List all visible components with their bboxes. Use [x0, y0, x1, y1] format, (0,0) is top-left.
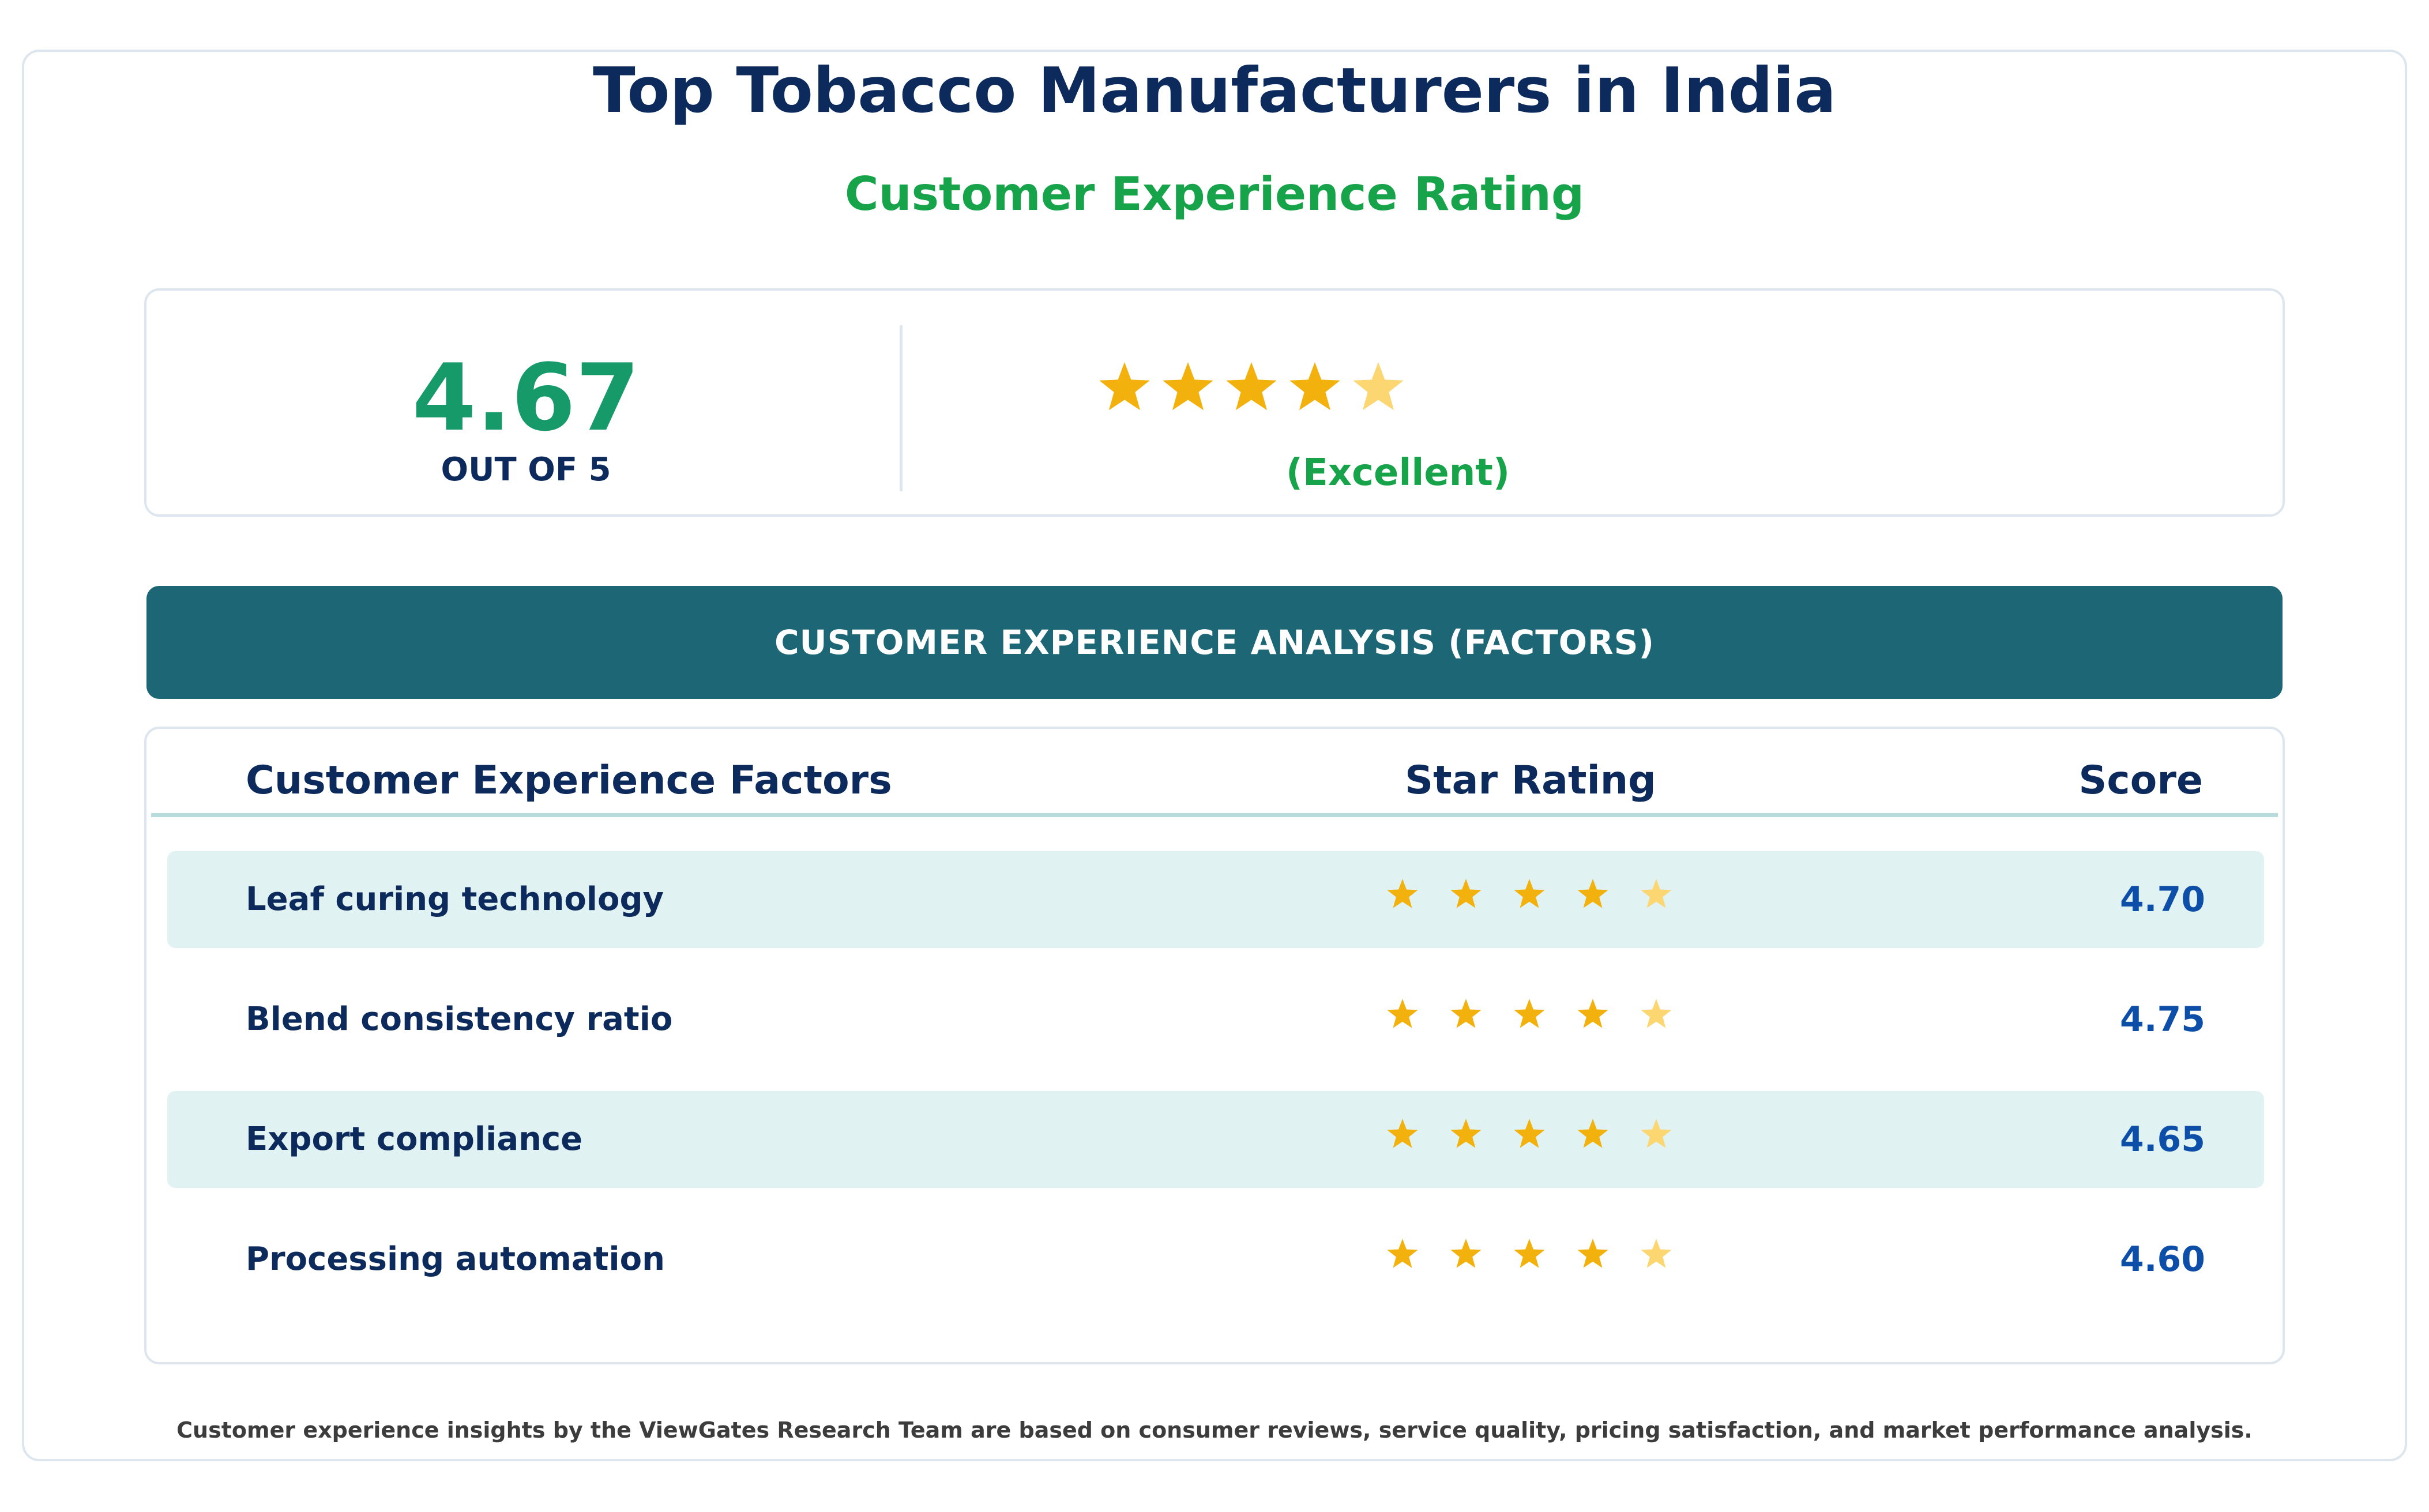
column-header-factor: Customer Experience Factors	[246, 758, 892, 803]
table-row: Blend consistency ratio 4.75	[167, 971, 2264, 1068]
rating-card	[22, 50, 2407, 1461]
factor-3-star-1	[1387, 1119, 1418, 1148]
factor-table: Customer Experience Factors Star Rating …	[144, 727, 2285, 1364]
factor-score: 4.60	[2119, 1239, 2205, 1280]
table-row: Processing automation 4.60	[167, 1211, 2264, 1308]
factor-label: Blend consistency ratio	[246, 1001, 673, 1038]
table-row: Leaf curing technology 4.70	[167, 851, 2264, 948]
factor-3-star-3	[1514, 1119, 1545, 1148]
factor-star-rating	[1387, 1239, 1672, 1268]
overall-rating-label: (Excellent)	[1285, 452, 1510, 494]
summary-divider	[900, 325, 903, 491]
factor-1-star-3	[1514, 879, 1545, 908]
overall-star-3	[1226, 362, 1277, 411]
factor-score: 4.75	[2119, 999, 2205, 1040]
page-title: Top Tobacco Manufacturers in India	[593, 55, 1836, 127]
overall-star-5	[1353, 362, 1404, 411]
overall-score-scale: OUT OF 5	[441, 451, 611, 488]
table-row: Export compliance 4.65	[167, 1091, 2264, 1188]
page-subtitle: Customer Experience Rating	[844, 167, 1585, 221]
factor-4-star-5	[1641, 1239, 1672, 1268]
factor-score: 4.65	[2119, 1119, 2205, 1160]
overall-star-1	[1099, 362, 1150, 411]
factor-label: Leaf curing technology	[246, 881, 664, 918]
factor-3-star-4	[1577, 1119, 1608, 1148]
overall-star-2	[1163, 362, 1213, 411]
factor-label: Export compliance	[246, 1120, 583, 1158]
footnote: Customer experience insights by the View…	[176, 1417, 2253, 1443]
overall-star-rating	[1099, 362, 1404, 411]
factor-1-star-2	[1450, 879, 1482, 908]
factor-2-star-2	[1450, 999, 1482, 1028]
column-header-stars: Star Rating	[1405, 758, 1656, 803]
column-header-score: Score	[2078, 758, 2203, 803]
factor-3-star-5	[1641, 1119, 1672, 1148]
factor-1-star-5	[1641, 879, 1672, 908]
factor-1-star-4	[1577, 879, 1608, 908]
factor-4-star-1	[1387, 1239, 1418, 1268]
analysis-banner: CUSTOMER EXPERIENCE ANALYSIS (FACTORS)	[146, 586, 2283, 699]
overall-star-4	[1289, 362, 1340, 411]
header-divider	[151, 813, 2278, 817]
factor-2-star-4	[1577, 999, 1608, 1028]
overall-score: 4.67	[412, 344, 640, 452]
factor-star-rating	[1387, 879, 1672, 908]
factor-2-star-5	[1641, 999, 1672, 1028]
factor-label: Processing automation	[246, 1240, 665, 1278]
factor-star-rating	[1387, 1119, 1672, 1148]
factor-2-star-3	[1514, 999, 1545, 1028]
factor-3-star-2	[1450, 1119, 1482, 1148]
factor-score: 4.70	[2119, 879, 2205, 920]
factor-1-star-1	[1387, 879, 1418, 908]
factor-4-star-3	[1514, 1239, 1545, 1268]
factor-2-star-1	[1387, 999, 1418, 1028]
factor-star-rating	[1387, 999, 1672, 1028]
factor-4-star-2	[1450, 1239, 1482, 1268]
factor-4-star-4	[1577, 1239, 1608, 1268]
overall-rating-panel: 4.67 OUT OF 5 (Excellent)	[144, 288, 2285, 517]
